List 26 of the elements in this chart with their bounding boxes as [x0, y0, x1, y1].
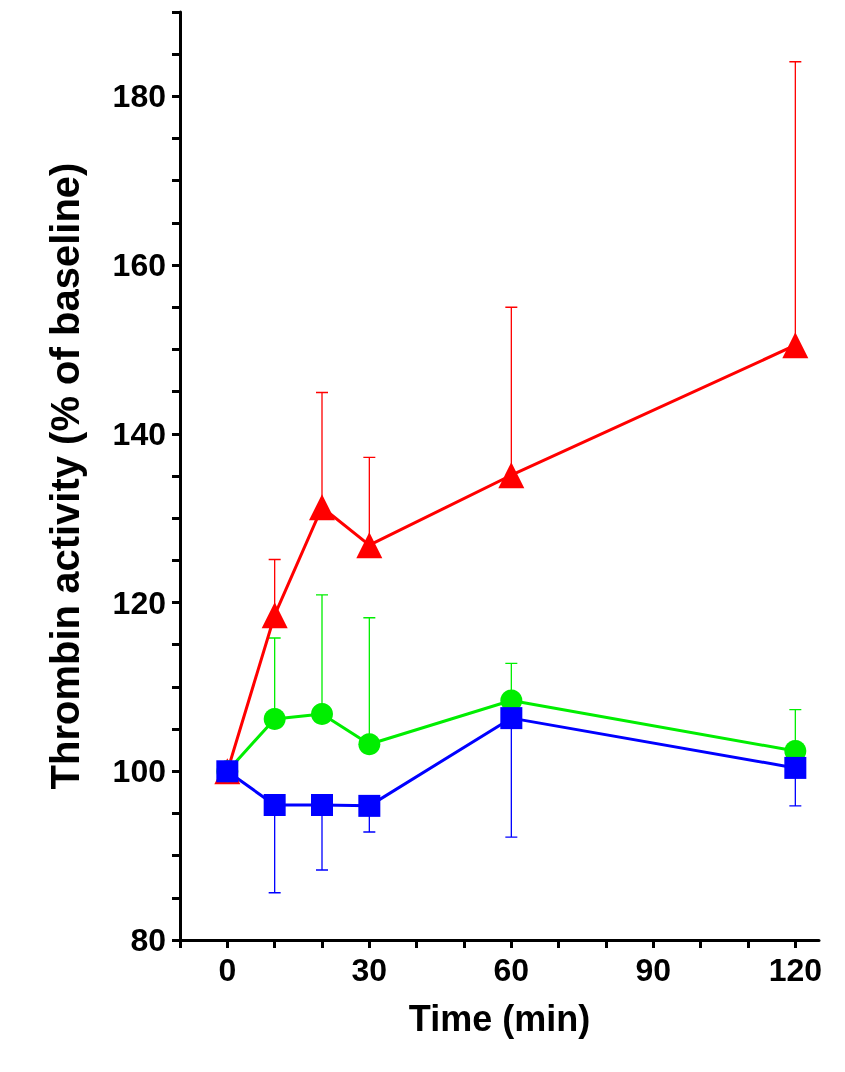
y-axis-title: Thrombin activity (% of baseline): [43, 162, 87, 790]
point: [263, 707, 286, 730]
point: [358, 794, 381, 817]
y-tick-label: 100: [112, 753, 166, 790]
x-tick-label: 60: [493, 952, 530, 988]
y-tick-label: 120: [112, 584, 166, 621]
point: [311, 794, 333, 817]
point: [263, 794, 286, 817]
point: [784, 756, 807, 779]
y-tick-label: 180: [112, 78, 166, 115]
x-tick-label: 120: [768, 952, 823, 988]
y-tick-label: 80: [130, 922, 166, 958]
point: [309, 494, 335, 521]
point: [261, 602, 288, 629]
point: [356, 532, 383, 559]
point: [500, 707, 523, 730]
x-tick-label: 0: [218, 952, 237, 988]
x-tick-label: 90: [635, 952, 672, 988]
x-axis-title: Time (min): [408, 997, 591, 1039]
y-tick-label: 160: [112, 247, 166, 284]
y-tick-label: 140: [112, 415, 166, 452]
point: [358, 733, 381, 756]
point: [498, 462, 525, 489]
point: [311, 702, 333, 725]
x-tick-label: 30: [351, 952, 388, 988]
point: [782, 332, 809, 359]
